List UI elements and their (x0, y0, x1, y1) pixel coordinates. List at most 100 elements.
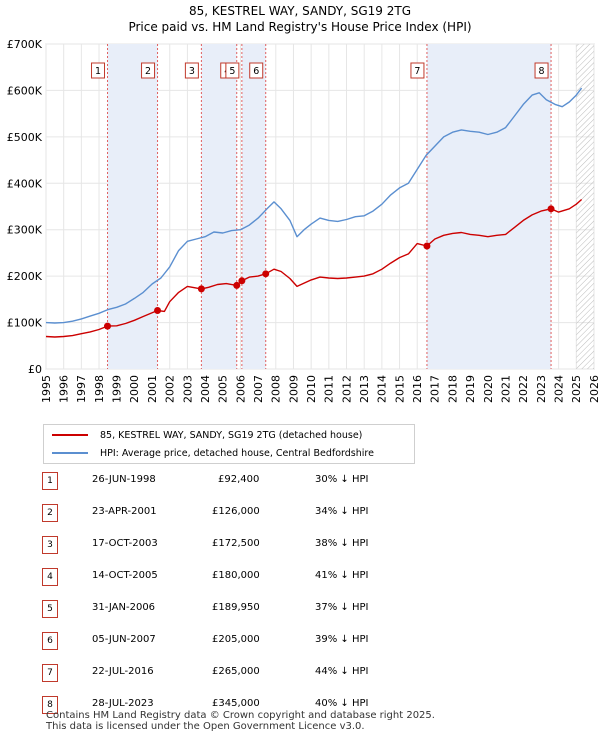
x-tick-label: 2010 (305, 375, 318, 403)
sale-number-box (534, 62, 549, 79)
x-tick-label: 2012 (340, 375, 353, 403)
y-tick-label: £0 (28, 363, 42, 376)
sale-number-badge: 2 (42, 504, 58, 522)
sale-date: 31-JAN-2006 (92, 602, 156, 613)
footer-attribution: Contains HM Land Registry data © Crown c… (46, 710, 435, 732)
sale-price: £265,000 (212, 666, 260, 677)
x-tick-label: 2000 (128, 375, 141, 403)
sale-number-label: 1 (95, 66, 101, 77)
sale-hpi-diff: 39% ↓ HPI (315, 634, 369, 645)
footer-line-licence: This data is licensed under the Open Gov… (46, 721, 365, 732)
x-tick-label: 2024 (552, 375, 565, 403)
price-chart: 85, KESTREL WAY, SANDY, SG19 2TG Price p… (7, 4, 600, 403)
x-tick-label: 2025 (570, 375, 583, 403)
forecast-hatch (576, 44, 594, 369)
x-tick-label: 2018 (446, 375, 459, 403)
sale-point (104, 322, 112, 330)
sale-number-label: 3 (189, 66, 195, 77)
sale-point (197, 285, 205, 293)
sale-number-box (249, 62, 264, 79)
x-tick-label: 2001 (146, 375, 159, 403)
sale-number-label: 6 (253, 66, 259, 77)
sale-date: 26-JUN-1998 (92, 474, 156, 485)
x-tick-label: 2022 (517, 375, 530, 403)
table-row: 4 14-OCT-2005 £180,000 41% ↓ HPI (0, 568, 600, 586)
y-tick-label: £300K (7, 224, 43, 237)
x-tick-label: 2016 (411, 375, 424, 403)
sale-hpi-diff: 37% ↓ HPI (315, 602, 369, 613)
x-tick-label: 2002 (164, 375, 177, 403)
sale-price: £126,000 (212, 506, 260, 517)
sale-date: 28-JUL-2023 (92, 698, 154, 709)
y-tick-label: £400K (7, 177, 43, 190)
hpi-line (45, 87, 583, 324)
sale-number-box (225, 62, 240, 79)
y-tick-label: £200K (7, 270, 43, 283)
sale-point (262, 270, 270, 278)
x-tick-label: 2026 (588, 375, 600, 403)
sale-number-badge: 3 (42, 536, 58, 554)
chart-subtitle: Price paid vs. HM Land Registry's House … (128, 20, 471, 34)
sale-number-box (141, 62, 156, 79)
sale-point (547, 205, 555, 213)
x-tick-label: 2006 (234, 375, 247, 403)
legend-label-property: 85, KESTREL WAY, SANDY, SG19 2TG (detach… (100, 429, 363, 441)
x-tick-label: 2017 (429, 375, 442, 403)
sale-interval-shade (201, 44, 237, 369)
sale-price: £92,400 (218, 474, 260, 485)
sale-number-badge: 7 (42, 664, 58, 682)
price-paid-line (45, 198, 583, 338)
x-tick-label: 1996 (58, 375, 71, 403)
sale-price: £189,950 (212, 602, 260, 613)
sale-point (233, 281, 241, 289)
footer-line-copyright: Contains HM Land Registry data © Crown c… (46, 710, 435, 721)
x-tick-label: 1999 (111, 375, 124, 403)
sale-hpi-diff: 38% ↓ HPI (315, 538, 369, 549)
chart-title: 85, KESTREL WAY, SANDY, SG19 2TG (189, 4, 411, 18)
sale-price: £172,500 (212, 538, 260, 549)
sale-date: 14-OCT-2005 (92, 570, 158, 581)
y-tick-label: £500K (7, 131, 43, 144)
sale-number-badge: 8 (42, 696, 58, 714)
x-tick-label: 2021 (499, 375, 512, 403)
x-tick-label: 2005 (217, 375, 230, 403)
sale-hpi-diff: 34% ↓ HPI (315, 506, 369, 517)
x-tick-label: 2009 (287, 375, 300, 403)
sale-number-badge: 6 (42, 632, 58, 650)
x-tick-label: 2003 (181, 375, 194, 403)
x-tick-label: 2014 (376, 375, 389, 403)
table-row: 6 05-JUN-2007 £205,000 39% ↓ HPI (0, 632, 600, 650)
sale-date: 17-OCT-2003 (92, 538, 158, 549)
x-tick-label: 1998 (93, 375, 106, 403)
sale-number-label: 7 (414, 66, 420, 77)
x-tick-label: 2020 (482, 375, 495, 403)
sale-price: £180,000 (212, 570, 260, 581)
legend-item-hpi: HPI: Average price, detached house, Cent… (52, 445, 374, 461)
y-tick-label: £700K (7, 38, 43, 51)
sale-number-label: 8 (539, 66, 545, 77)
x-tick-label: 2023 (535, 375, 548, 403)
x-tick-label: 2015 (393, 375, 406, 403)
sale-interval-shade (241, 44, 266, 369)
sale-interval-shade (107, 44, 158, 369)
table-row: 5 31-JAN-2006 £189,950 37% ↓ HPI (0, 600, 600, 618)
sale-price: £345,000 (212, 698, 260, 709)
sale-price: £205,000 (212, 634, 260, 645)
sale-hpi-diff: 30% ↓ HPI (315, 474, 369, 485)
x-tick-label: 2019 (464, 375, 477, 403)
sale-number-box (184, 62, 199, 79)
sale-number-badge: 5 (42, 600, 58, 618)
chart-legend: 85, KESTREL WAY, SANDY, SG19 2TG (detach… (43, 424, 415, 464)
sale-hpi-diff: 44% ↓ HPI (315, 666, 369, 677)
sale-point (423, 242, 431, 250)
sale-number-badge: 1 (42, 472, 58, 490)
sale-number-label: 2 (145, 66, 151, 77)
table-row: 8 28-JUL-2023 £345,000 40% ↓ HPI (0, 696, 600, 714)
table-row: 1 26-JUN-1998 £92,400 30% ↓ HPI (0, 472, 600, 490)
sale-date: 23-APR-2001 (92, 506, 157, 517)
y-tick-label: £600K (7, 84, 43, 97)
table-row: 3 17-OCT-2003 £172,500 38% ↓ HPI (0, 536, 600, 554)
sale-hpi-diff: 40% ↓ HPI (315, 698, 369, 709)
x-tick-label: 1995 (40, 375, 53, 403)
sale-date: 22-JUL-2016 (92, 666, 154, 677)
